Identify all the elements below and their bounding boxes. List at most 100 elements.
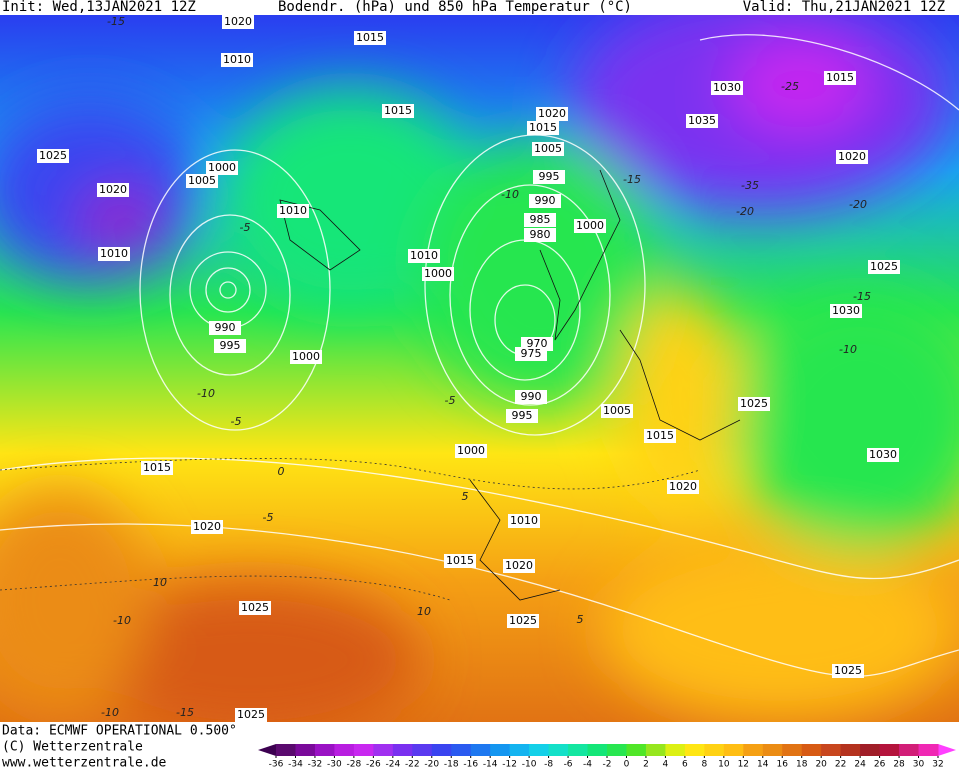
colorbar-tick-label: 4 xyxy=(663,760,669,770)
colorbar-tick-label: -6 xyxy=(564,760,573,770)
colorbar-tick-label: 26 xyxy=(874,760,886,770)
colorbar-tick-label: -24 xyxy=(385,760,400,770)
isobar-label: 1025 xyxy=(509,614,537,627)
colorbar-swatch xyxy=(587,744,608,756)
isobar-label-box xyxy=(824,71,856,85)
isobar-label: 1000 xyxy=(576,219,604,232)
isobar-label: 980 xyxy=(530,228,551,241)
colorbar-tick-label: -14 xyxy=(483,760,498,770)
isobar-label: 1010 xyxy=(279,204,307,217)
temperature-label: 5 xyxy=(577,613,584,626)
isobar-label-box xyxy=(524,213,556,227)
colorbar-tick-label: 8 xyxy=(701,760,707,770)
temperature-label: 10 xyxy=(417,605,431,618)
colorbar-tick-label: -22 xyxy=(405,760,420,770)
temperature-label: -15 xyxy=(107,15,125,28)
isobar-label-box xyxy=(515,347,547,361)
colorbar-arrow-right xyxy=(938,744,956,756)
colorbar-tick-label: -10 xyxy=(522,760,537,770)
colorbar-tick-label: -16 xyxy=(463,760,478,770)
isobar-label-box xyxy=(868,260,900,274)
isobar-label-box xyxy=(529,194,561,208)
colorbar-tick-label: 2 xyxy=(643,760,649,770)
colorbar-tick-label: -8 xyxy=(544,760,553,770)
isobar-label-box xyxy=(354,31,386,45)
isobar-label-box xyxy=(515,390,547,404)
isobar-label-box xyxy=(711,81,743,95)
isobar-label-box xyxy=(832,664,864,678)
isobar-label-box xyxy=(830,304,862,318)
isobar-label-box xyxy=(37,149,69,163)
isobar-label: 995 xyxy=(512,409,533,422)
colorbar-swatch xyxy=(860,744,881,756)
isobar-label-box xyxy=(532,142,564,156)
isobar-label: 985 xyxy=(530,213,551,226)
colorbar-swatch xyxy=(529,744,550,756)
colorbar-swatch xyxy=(626,744,647,756)
colorbar-swatch xyxy=(743,744,764,756)
isobar-label: 1025 xyxy=(241,601,269,614)
isobar-labels: 1020101510101015102510001005102010101010… xyxy=(37,15,900,722)
colorbar-swatch xyxy=(276,744,296,756)
colorbar-swatch xyxy=(568,744,589,756)
colorbar-swatch xyxy=(373,744,394,756)
colorbar-tick-label: -26 xyxy=(366,760,381,770)
temperature-label: 5 xyxy=(462,490,469,503)
isobar-label-box xyxy=(527,121,559,135)
isobar-label-box xyxy=(533,170,565,184)
valid-time: Valid: Thu,21JAN2021 12Z xyxy=(743,0,945,15)
isobar-label: 1025 xyxy=(39,149,67,162)
colorbar-swatch xyxy=(821,744,842,756)
temperature-label: -5 xyxy=(445,394,456,407)
isobar-label-box xyxy=(574,219,606,233)
temperature-label: -10 xyxy=(101,706,119,719)
isobar-label: 1025 xyxy=(870,260,898,273)
colorbar-tick-label: -32 xyxy=(308,760,323,770)
isobar-label: 1015 xyxy=(529,121,557,134)
isobar-label-box xyxy=(644,429,676,443)
isobar-label-box xyxy=(444,554,476,568)
isobar-label-box xyxy=(506,409,538,423)
colorbar-tick-label: 20 xyxy=(815,760,827,770)
isobar-label: 1030 xyxy=(713,81,741,94)
colorbar-swatch xyxy=(470,744,491,756)
isobar-label-box xyxy=(408,249,440,263)
colorbar-tick-label: -30 xyxy=(327,760,342,770)
isobar-label-box xyxy=(222,15,254,29)
colorbar-tick-label: -34 xyxy=(288,760,303,770)
isobar-label: 990 xyxy=(521,390,542,403)
temperature-label: -5 xyxy=(263,511,274,524)
colorbar-swatch xyxy=(801,744,822,756)
colorbar-tick-label: -12 xyxy=(502,760,517,770)
isobar-label: 1010 xyxy=(223,53,251,66)
isobar-label-box xyxy=(191,520,223,534)
isobar-label-box xyxy=(686,114,718,128)
isobar-label-box xyxy=(206,161,238,175)
isobar-label: 1020 xyxy=(224,15,252,28)
isobar-label-box xyxy=(503,559,535,573)
isobar-label: 1010 xyxy=(100,247,128,260)
colorbar-tick-label: 32 xyxy=(932,760,943,770)
isobar-label-box xyxy=(277,204,309,218)
isobar-label: 1015 xyxy=(446,554,474,567)
colorbar-swatch xyxy=(509,744,530,756)
colorbar-tick-label: -20 xyxy=(424,760,439,770)
temperature-label: -10 xyxy=(113,614,131,627)
isobar-label-box xyxy=(836,150,868,164)
temperature-label: -20 xyxy=(736,205,754,218)
isobar-label-box xyxy=(382,104,414,118)
isobar-label: 1000 xyxy=(292,350,320,363)
isobar-label-box xyxy=(239,601,271,615)
temperature-label: -35 xyxy=(741,179,759,192)
colorbar-tick-label: -4 xyxy=(583,760,592,770)
isobar-label-box xyxy=(455,444,487,458)
isobar-label: 1015 xyxy=(826,71,854,84)
colorbar-tick-label: 24 xyxy=(854,760,866,770)
colorbar-swatch xyxy=(431,744,452,756)
copyright: (C) Wetterzentrale xyxy=(2,740,143,755)
isobar-label: 970 xyxy=(527,337,548,350)
colorbar-swatch xyxy=(412,744,433,756)
temperature-label: 0 xyxy=(278,465,285,478)
isobar-label: 1035 xyxy=(688,114,716,127)
colorbar: -36 -34 -32 -30 -28 -26 -24 -22 -20 -18 -16 -14 -12-… xyxy=(258,744,956,770)
